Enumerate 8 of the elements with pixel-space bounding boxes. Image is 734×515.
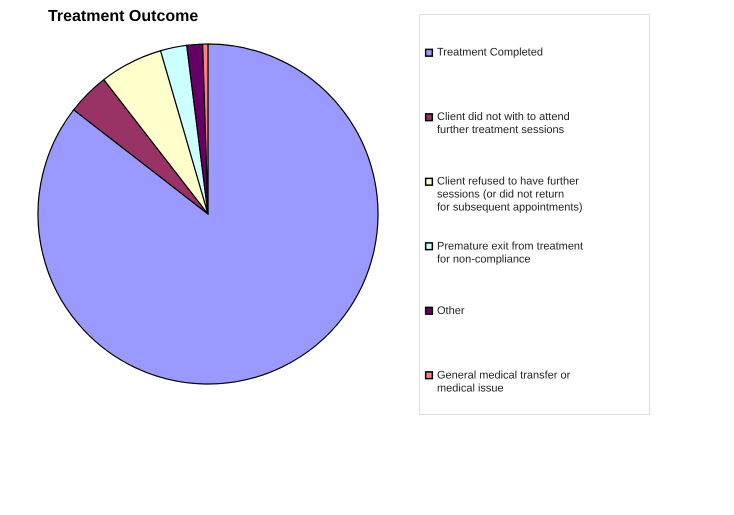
legend-label: Premature exit from treatment for non-compliance <box>437 240 584 266</box>
legend-label: Treatment Completed <box>437 46 543 59</box>
chart-title: Treatment Outcome <box>48 8 198 25</box>
legend-label: Client refused to have further sessions (or did not return for subsequent appointments) <box>437 176 583 214</box>
legend-label: Other <box>437 304 465 317</box>
legend-label: Client did not with to attend further treatment sessions <box>437 111 570 136</box>
pie-slice <box>37 43 378 384</box>
legend-label: General medical transfer or medical issue <box>437 369 571 394</box>
